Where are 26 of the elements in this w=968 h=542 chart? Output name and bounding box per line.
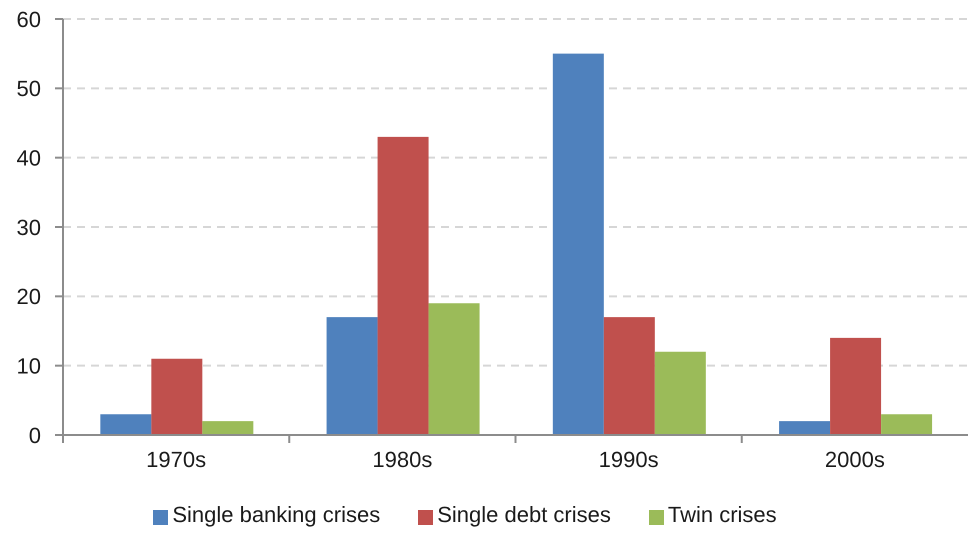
legend-label: Twin crises bbox=[668, 502, 777, 527]
bar bbox=[428, 303, 480, 435]
y-tick-label: 40 bbox=[16, 145, 41, 170]
x-tick-label: 1990s bbox=[598, 447, 659, 472]
x-tick-label: 2000s bbox=[824, 447, 885, 472]
bar bbox=[378, 136, 429, 435]
bar bbox=[604, 317, 655, 435]
bar bbox=[654, 352, 706, 435]
y-tick-label: 60 bbox=[16, 6, 41, 32]
bar bbox=[326, 317, 378, 435]
legend-label: Single debt crises bbox=[437, 502, 611, 527]
x-tick-label: 1980s bbox=[372, 447, 432, 472]
bar bbox=[151, 358, 202, 435]
bar bbox=[881, 414, 932, 435]
bar bbox=[830, 338, 882, 435]
y-tick-label: 10 bbox=[16, 353, 41, 378]
y-tick-label: 20 bbox=[16, 284, 41, 310]
bar bbox=[202, 421, 254, 435]
bar bbox=[100, 414, 152, 435]
bar bbox=[552, 54, 604, 435]
y-tick-label: 0 bbox=[28, 422, 41, 448]
y-tick-label: 30 bbox=[16, 214, 41, 240]
y-tick-label: 50 bbox=[16, 76, 41, 102]
x-tick-label: 1970s bbox=[146, 447, 206, 472]
bar bbox=[779, 421, 830, 435]
legend-label: Single banking crises bbox=[172, 502, 380, 527]
